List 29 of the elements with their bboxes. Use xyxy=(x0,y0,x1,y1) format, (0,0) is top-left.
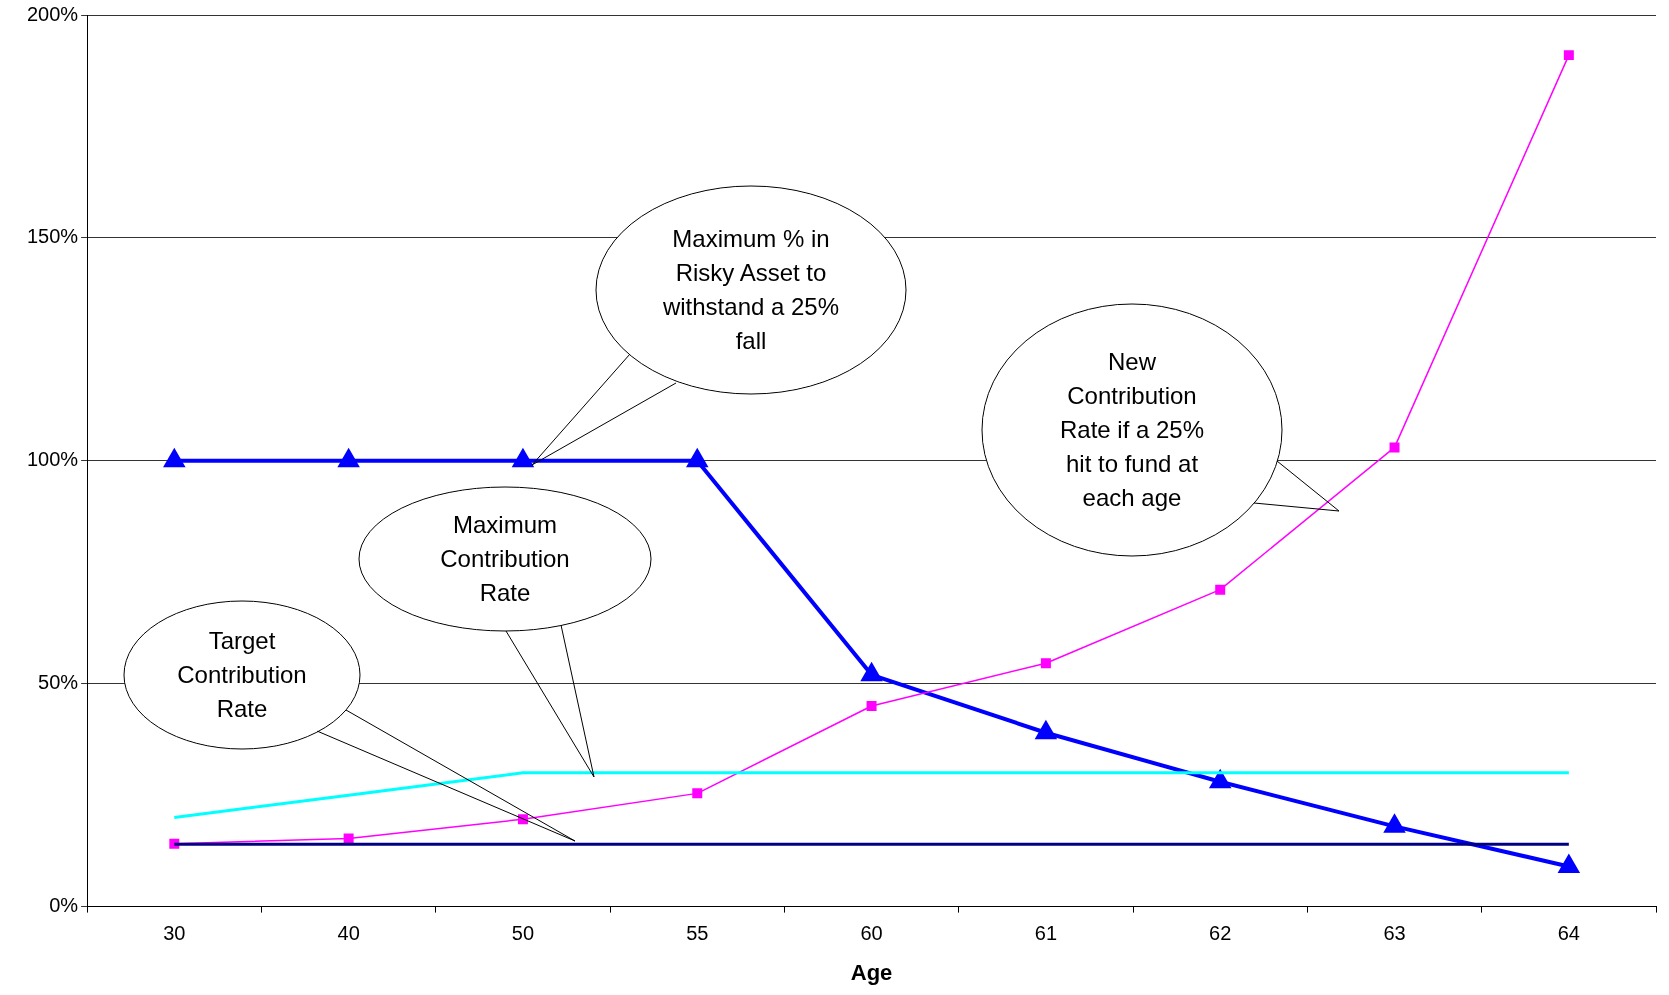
y-tick-label: 200% xyxy=(27,2,79,25)
annotation: Target Contribution Rate xyxy=(176,626,308,724)
point xyxy=(866,701,877,711)
x-tick-label: 61 xyxy=(1034,922,1058,945)
x-tick-label: 40 xyxy=(337,922,360,945)
point xyxy=(686,447,709,468)
y-tick-label: 0% xyxy=(49,894,79,917)
x-tick-label: 55 xyxy=(686,922,709,945)
point xyxy=(1034,719,1057,740)
x-tick-label: 63 xyxy=(1383,922,1406,945)
point xyxy=(860,661,883,682)
annotation: New Contribution Rate if a 25% hit to fund at each age xyxy=(1058,347,1206,513)
point xyxy=(511,447,535,468)
y-tick-label: 50% xyxy=(38,671,79,694)
point xyxy=(692,788,703,799)
annotation: Maximum Contribution Rate xyxy=(439,510,571,608)
x-tick-label: 50 xyxy=(511,922,535,945)
x-tick-label: 62 xyxy=(1209,922,1232,945)
x-axis-title: Age xyxy=(850,959,893,985)
x-tick-label: 30 xyxy=(163,922,186,945)
point xyxy=(163,447,186,468)
point xyxy=(343,833,354,844)
annotation: Maximum % in Risky Asset to withstand a 25% fall xyxy=(661,224,841,356)
x-tick-label: 64 xyxy=(1557,922,1580,945)
y-tick-label: 150% xyxy=(27,225,79,248)
x-tick-label: 60 xyxy=(860,922,883,945)
point xyxy=(337,447,360,468)
point xyxy=(1384,815,1405,833)
y-tick-label: 100% xyxy=(27,448,79,471)
